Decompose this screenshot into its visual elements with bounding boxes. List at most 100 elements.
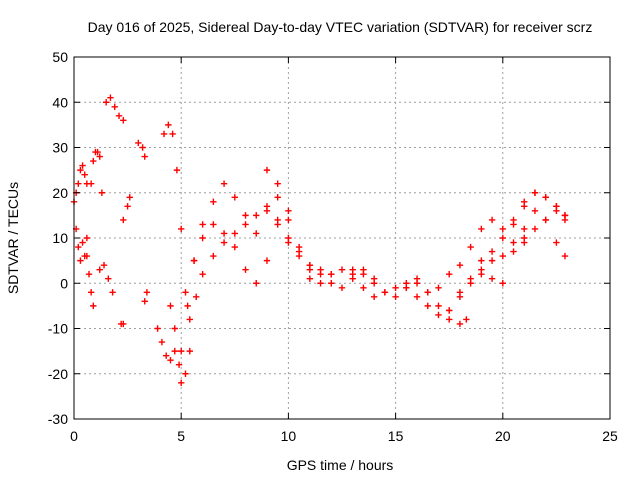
data-point [193,293,200,301]
data-point [542,194,549,201]
data-point [199,271,206,278]
data-point [184,302,191,310]
data-point [521,225,528,233]
data-point [220,180,228,187]
series-arc-k [154,325,178,364]
y-tick-label: -20 [48,366,68,382]
data-point [424,289,431,296]
series-arc-p [190,221,292,287]
data-point [553,203,560,210]
data-point [186,316,193,323]
data-point [105,275,112,282]
y-ticks: -30 -20 -10 0 10 20 30 40 50 [48,49,610,427]
y-tick-label: -30 [48,411,68,427]
data-point [499,252,506,260]
data-point [435,311,442,319]
data-point [328,280,335,287]
data-point [77,257,84,264]
data-point [317,280,324,287]
data-point [510,239,517,246]
data-point [210,198,217,205]
data-point [253,230,260,237]
data-point [263,257,271,264]
data-point [370,293,378,301]
data-point [186,347,193,355]
data-point [175,361,183,368]
data-point [328,271,335,278]
data-point [231,194,238,201]
data-point [143,289,151,296]
data-point [403,284,410,291]
data-point [499,280,506,287]
data-point [274,194,281,201]
series-arc-w [446,207,569,314]
data-point [285,216,292,224]
data-point [199,234,206,242]
series-arc-a [70,198,91,264]
data-point [488,248,496,255]
data-point [435,302,442,310]
data-point [199,221,206,228]
data-point [115,112,123,120]
y-tick-label: 10 [52,230,68,246]
data-point [521,239,528,246]
data-point [107,94,114,101]
data-point [488,275,496,282]
data-point [90,302,97,310]
data-point [98,189,106,196]
data-point [499,234,506,242]
data-point [510,248,517,255]
data-point [90,157,97,165]
x-ticks: 0 5 10 15 20 25 [70,57,618,444]
data-point [478,257,485,264]
data-point [182,370,189,377]
y-tick-label: 50 [52,49,68,65]
x-tick-label: 0 [70,428,78,444]
data-point [83,252,91,260]
data-point [79,239,86,246]
data-point [242,212,249,219]
data-point [456,320,464,328]
data-point [413,280,421,287]
series-arc-c [83,252,97,310]
data-point [446,307,453,314]
data-point [182,289,189,296]
series-arc-g [120,194,133,224]
data-point [210,221,217,228]
y-tick-label: 30 [52,140,68,156]
data-point [135,139,142,147]
data-point [413,293,421,301]
data-point [456,261,464,269]
series-arc-y [510,189,569,224]
data-point [463,316,470,323]
data-point [467,280,474,287]
data-point [263,166,271,174]
data-point [521,198,528,205]
data-point [190,257,198,264]
y-tick-label: -10 [48,321,68,337]
data-point [126,194,133,201]
data-point [253,280,260,287]
data-point [349,275,356,282]
data-point [253,212,260,219]
series-arc-q [220,180,335,278]
data-points [70,94,569,386]
grid-lines [74,57,610,419]
data-point [542,216,549,224]
series-arc-b [72,162,91,196]
data-point [167,356,174,364]
data-point [499,225,506,233]
data-point [158,338,166,346]
data-point [178,225,185,233]
data-point [178,347,185,355]
data-point [124,203,131,210]
data-point [295,243,303,251]
data-point [139,144,146,151]
x-tick-label: 25 [602,428,618,444]
data-point [165,121,172,129]
series-arc-u [403,271,506,319]
data-point [392,293,399,301]
data-point [531,225,539,233]
data-point [285,207,292,215]
x-tick-label: 10 [281,428,297,444]
